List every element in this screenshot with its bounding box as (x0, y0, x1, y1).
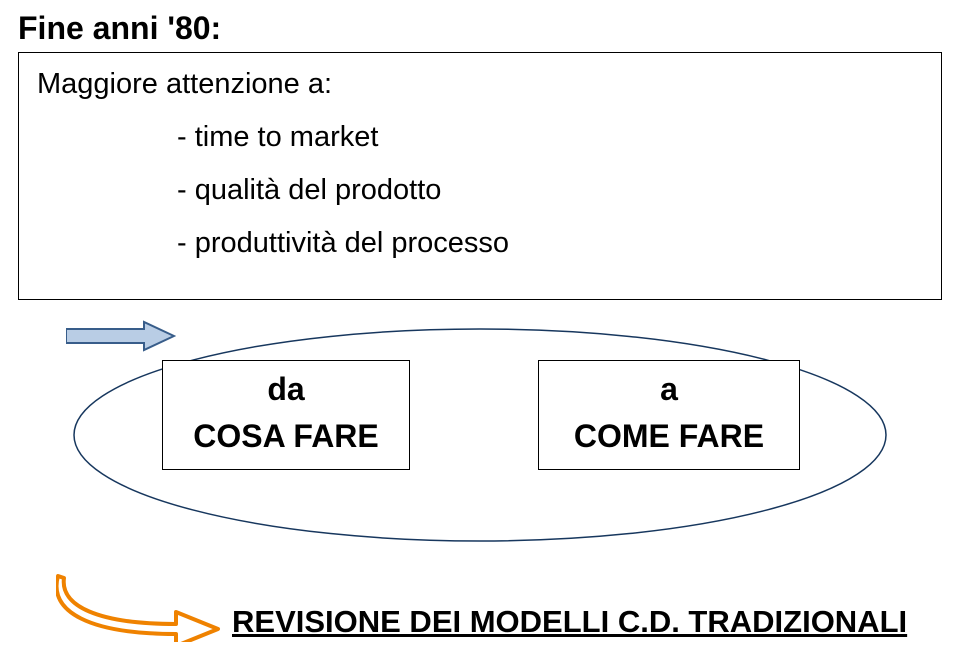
right-box-bottom: COME FARE (547, 418, 791, 455)
bullet-2: - qualità del prodotto (177, 171, 923, 210)
left-box-bottom: COSA FARE (171, 418, 401, 455)
bullet-3: - produttività del processo (177, 224, 923, 263)
intro-line: Maggiore attenzione a: (37, 65, 923, 104)
left-box-top: da (171, 371, 401, 408)
bullet-1: - time to market (177, 118, 923, 157)
right-box-top: a (547, 371, 791, 408)
arrow-right-shape (66, 322, 174, 350)
left-box: da COSA FARE (162, 360, 410, 470)
attention-box: Maggiore attenzione a: - time to market … (18, 52, 942, 300)
arrow-right-icon (66, 320, 176, 352)
right-box: a COME FARE (538, 360, 800, 470)
ellipse-diagram: da COSA FARE a COME FARE (66, 320, 894, 550)
revisione-label: REVISIONE DEI MODELLI C.D. TRADIZIONALI (232, 604, 907, 640)
curved-arrow-shape (57, 576, 218, 642)
curved-arrow-icon (56, 570, 226, 642)
page-title: Fine anni '80: (18, 10, 221, 47)
